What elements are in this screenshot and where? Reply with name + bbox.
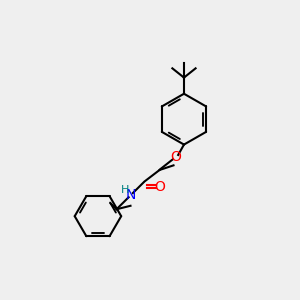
Text: N: N [125,188,136,203]
Text: H: H [121,185,130,195]
Text: O: O [154,180,166,194]
Text: O: O [170,150,181,164]
